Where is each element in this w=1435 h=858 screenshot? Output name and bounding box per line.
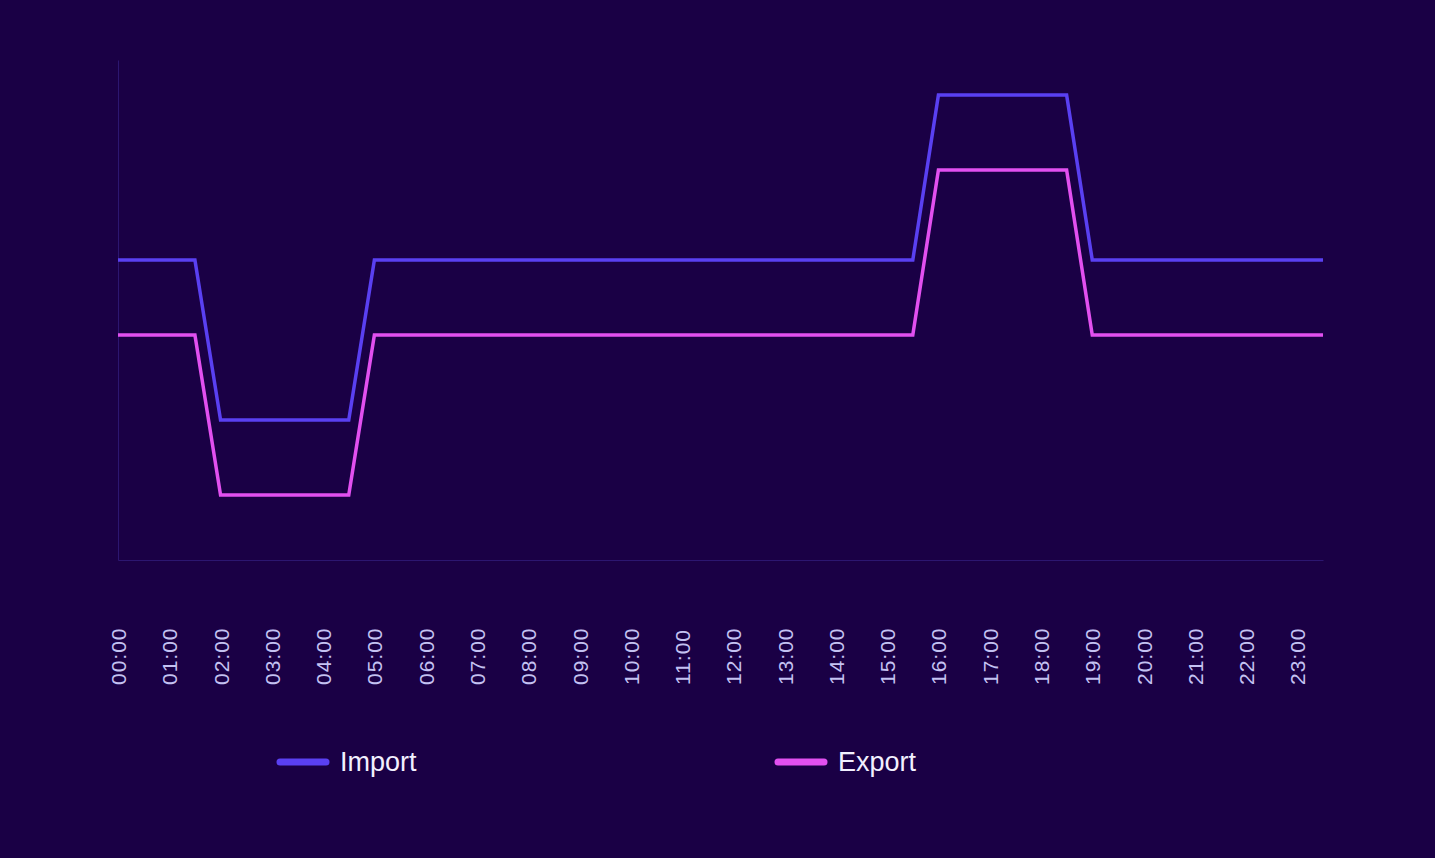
legend-item: Import <box>280 747 417 777</box>
x-axis: 00:00 01:00 02:00 03:00 04:00 05:00 06:00 07:00… <box>107 560 1323 685</box>
x-tick: 18:00 <box>1030 560 1053 685</box>
x-tick-label: 17:00 <box>979 627 1002 685</box>
x-tick: 07:00 <box>466 560 489 685</box>
chart-svg: 00:00 01:00 02:00 03:00 04:00 05:00 06:00 07:00… <box>0 0 1435 858</box>
x-tick-label: 21:00 <box>1184 627 1207 685</box>
x-tick: 16:00 <box>927 560 950 685</box>
legend-item: Export <box>778 747 917 777</box>
x-tick: 23:00 <box>1286 560 1309 685</box>
x-tick-label: 08:00 <box>517 627 540 685</box>
legend-swatch <box>778 759 824 766</box>
x-tick: 05:00 <box>363 560 386 685</box>
chart-container: 00:00 01:00 02:00 03:00 04:00 05:00 06:00 07:00… <box>0 0 1435 858</box>
x-tick-label: 19:00 <box>1081 627 1104 685</box>
x-tick: 00:00 <box>107 560 130 685</box>
x-tick: 12:00 <box>722 560 745 685</box>
lines <box>118 95 1323 495</box>
x-tick-label: 15:00 <box>876 627 899 685</box>
x-tick-label: 07:00 <box>466 627 489 685</box>
legend-label: Import <box>340 747 417 777</box>
x-tick-label: 00:00 <box>107 627 130 685</box>
x-tick: 10:00 <box>620 560 643 685</box>
x-tick: 06:00 <box>415 560 438 685</box>
x-tick-label: 23:00 <box>1286 627 1309 685</box>
legend-label: Export <box>838 747 917 777</box>
x-tick-label: 02:00 <box>210 627 233 685</box>
x-tick: 02:00 <box>210 560 233 685</box>
x-axis-line <box>119 560 1324 561</box>
x-tick: 01:00 <box>158 560 181 685</box>
x-tick: 19:00 <box>1081 560 1104 685</box>
x-tick: 09:00 <box>569 560 592 685</box>
x-tick: 17:00 <box>979 560 1002 685</box>
x-tick: 14:00 <box>825 560 848 685</box>
x-tick-label: 18:00 <box>1030 627 1053 685</box>
x-tick: 08:00 <box>517 560 540 685</box>
x-tick-label: 22:00 <box>1235 627 1258 685</box>
x-tick: 20:00 <box>1133 560 1156 685</box>
x-tick: 22:00 <box>1235 560 1258 685</box>
background <box>0 0 1435 858</box>
series-line <box>118 95 1323 420</box>
x-tick-label: 06:00 <box>415 627 438 685</box>
x-tick-label: 04:00 <box>312 627 335 685</box>
x-tick: 04:00 <box>312 560 335 685</box>
x-tick-label: 03:00 <box>261 627 284 685</box>
x-tick: 03:00 <box>261 560 284 685</box>
x-tick-label: 16:00 <box>927 627 950 685</box>
x-tick: 13:00 <box>774 560 797 685</box>
x-tick: 15:00 <box>876 560 899 685</box>
x-tick: 11:00 <box>671 560 694 685</box>
x-tick-label: 01:00 <box>158 627 181 685</box>
x-tick: 21:00 <box>1184 560 1207 685</box>
x-tick-label: 09:00 <box>569 627 592 685</box>
x-tick-label: 13:00 <box>774 627 797 685</box>
y-axis-line <box>118 61 119 561</box>
legend: Import Export <box>280 747 917 777</box>
series-line <box>118 170 1323 495</box>
y-axis <box>118 61 119 561</box>
x-tick-label: 11:00 <box>671 629 694 685</box>
x-tick-label: 10:00 <box>620 627 643 685</box>
x-tick-label: 20:00 <box>1133 627 1156 685</box>
x-tick-label: 05:00 <box>363 627 386 685</box>
x-tick-label: 12:00 <box>722 627 745 685</box>
x-tick-label: 14:00 <box>825 627 848 685</box>
legend-swatch <box>280 759 326 766</box>
